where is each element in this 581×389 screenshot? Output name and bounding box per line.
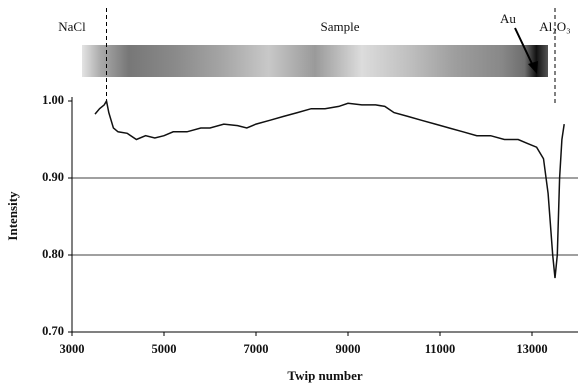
y-tick-label: 0.90 [42,170,64,184]
x-tick-label: 7000 [244,342,269,356]
x-tick-label: 11000 [425,342,456,356]
y-tick-label: 0.80 [42,247,64,261]
y-tick-label: 0.70 [42,324,64,338]
x-tick-label: 13000 [516,342,547,356]
y-tick-label: 1.00 [42,93,64,107]
intensity-line [95,101,564,278]
y-axis-title: Intensity [5,191,20,241]
sample-strip [82,45,548,77]
x-axis-title: Twip number [287,368,362,383]
sample-label: Sample [321,19,360,34]
chart: NaCl Sample Au Al₂O₃ Intensity Twip numb… [0,0,581,384]
x-tick-label: 3000 [60,342,85,356]
nacl-label: NaCl [58,19,86,34]
x-tick-label: 5000 [152,342,177,356]
x-tick-label: 9000 [336,342,361,356]
au-label: Au [500,11,516,26]
